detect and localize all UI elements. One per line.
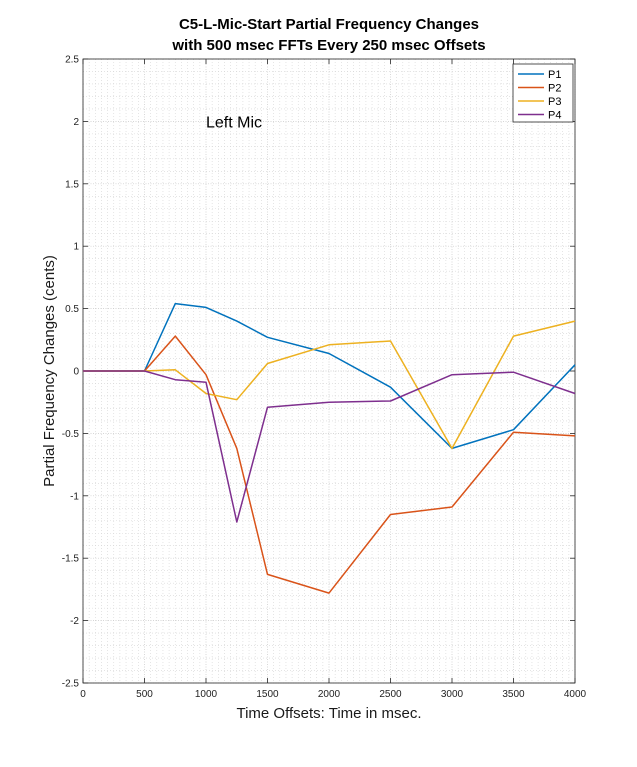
x-tick-label: 3000: [441, 689, 464, 700]
y-tick-label: 1.5: [65, 179, 79, 190]
x-tick-label: 1500: [256, 689, 279, 700]
x-tick-labels: 0 500 1000 1500 2000 2500 3000 3500 4000: [80, 689, 586, 700]
x-tick-label: 2000: [318, 689, 341, 700]
y-tick-label: 2.5: [65, 55, 79, 66]
left-mic-annotation: Left Mic: [206, 114, 262, 131]
y-tick-labels: -2.5 -2 -1.5 -1 -0.5 0 0.5 1 1.5 2 2.5: [62, 55, 80, 690]
x-tick-label: 2500: [379, 689, 402, 700]
x-tick-label: 1000: [195, 689, 218, 700]
chart-title-line-1: C5-L-Mic-Start Partial Frequency Changes: [179, 16, 479, 33]
y-tick-label: 1: [73, 242, 79, 253]
x-tick-label: 0: [80, 689, 86, 700]
legend-label-p1: P1: [548, 69, 561, 81]
x-tick-label: 4000: [564, 689, 587, 700]
legend-label-p2: P2: [548, 83, 561, 95]
series-lines: [83, 302, 576, 594]
y-tick-label: -1.5: [62, 554, 80, 565]
legend-label-p3: P3: [548, 96, 561, 108]
axis-ticks: [82, 58, 576, 684]
y-tick-label: -2.5: [62, 679, 80, 690]
y-tick-label: -0.5: [62, 429, 80, 440]
x-axis-label: Time Offsets: Time in msec.: [236, 705, 421, 722]
y-tick-label: 0: [73, 367, 79, 378]
y-tick-label: -2: [70, 616, 79, 627]
x-tick-label: 3500: [502, 689, 525, 700]
y-axis-label: Partial Frequency Changes (cents): [41, 255, 58, 487]
y-tick-label: 0.5: [65, 304, 79, 315]
x-tick-label: 500: [136, 689, 153, 700]
legend-label-p4: P4: [548, 110, 561, 122]
y-tick-label: 2: [73, 117, 79, 128]
y-tick-label: -1: [70, 491, 79, 502]
legend-box: [512, 63, 574, 123]
chart-title-line-2: with 500 msec FFTs Every 250 msec Offset…: [171, 37, 485, 54]
series-line-p4: [83, 370, 576, 523]
